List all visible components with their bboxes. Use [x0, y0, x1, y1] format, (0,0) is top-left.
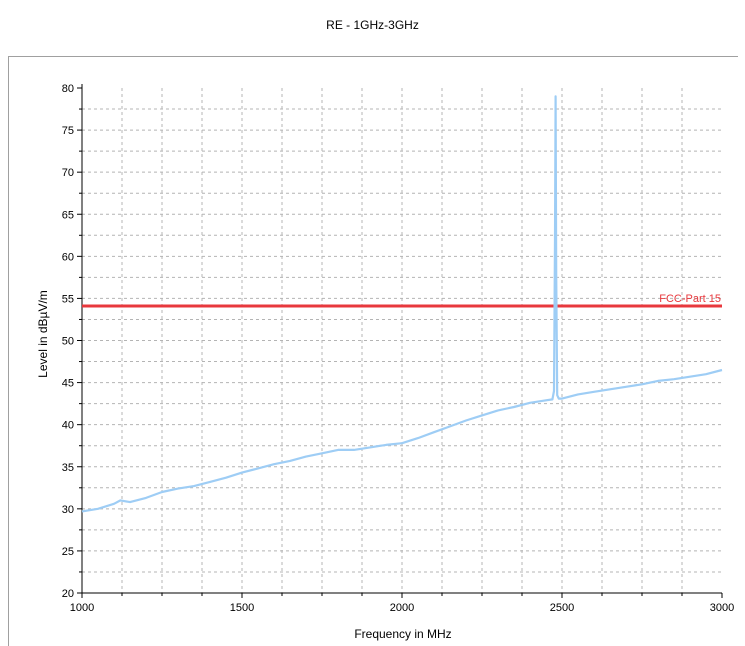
x-axis-label: Frequency in MHz [354, 627, 451, 641]
x-tick-label: 3000 [710, 602, 734, 614]
series-line [81, 95, 723, 513]
limit-line-label: FCC-Part 15 [659, 293, 721, 305]
y-tick-label: 20 [62, 588, 74, 600]
y-tick-label: 50 [62, 336, 74, 348]
x-tick-label: 1500 [230, 602, 254, 614]
y-tick-label: 35 [62, 462, 74, 474]
y-tick-label: 80 [62, 83, 74, 95]
y-tick-label: 55 [62, 293, 74, 305]
grid-lines [82, 88, 722, 593]
x-tick-label: 1000 [70, 602, 94, 614]
y-tick-label: 25 [62, 546, 74, 558]
y-tick-label: 45 [62, 378, 74, 390]
chart-frame [8, 56, 738, 646]
chart-title: RE - 1GHz-3GHz [326, 18, 419, 32]
y-tick-label: 70 [62, 167, 74, 179]
y-tick-label: 30 [62, 504, 74, 516]
x-axis-ticks: 1000 1500 2000 2500 3000 [70, 593, 734, 614]
y-tick-label: 65 [62, 209, 74, 221]
y-axis-label: Level in dBµV/m [36, 290, 50, 378]
y-tick-label: 40 [62, 420, 74, 432]
x-tick-label: 2500 [550, 602, 574, 614]
y-tick-label: 60 [62, 251, 74, 263]
series-group [81, 95, 723, 513]
y-tick-label: 75 [62, 125, 74, 137]
y-axis-ticks: 20 25 30 35 40 45 50 55 60 65 70 75 80 [62, 83, 82, 600]
x-tick-label: 2000 [390, 602, 414, 614]
limit-line-group: FCC-Part 15 [82, 293, 722, 308]
